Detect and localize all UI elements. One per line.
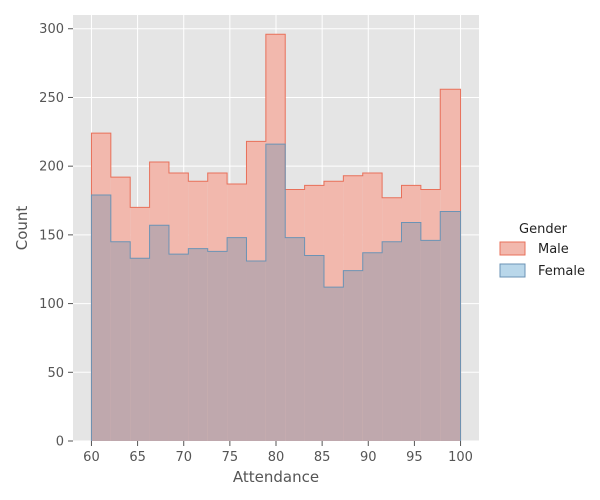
- legend-swatch-female: [499, 263, 526, 278]
- bar-female-18: [440, 211, 461, 441]
- x-tick-label: 65: [129, 450, 146, 465]
- x-tick-label: 95: [406, 450, 423, 465]
- legend-label-female: Female: [538, 264, 585, 279]
- x-tick-label: 80: [268, 450, 285, 465]
- x-tick-label: 70: [175, 450, 192, 465]
- y-tick-label: 200: [39, 160, 64, 175]
- y-tick-label: 50: [47, 366, 64, 381]
- bar-female-4: [168, 254, 189, 441]
- y-tick-label: 0: [56, 435, 64, 450]
- bar-female-5: [188, 248, 208, 441]
- legend-label-male: Male: [538, 242, 569, 257]
- legend-title: Gender: [519, 222, 568, 237]
- bar-female-7: [227, 237, 247, 441]
- bar-female-11: [304, 255, 324, 441]
- y-tick-label: 300: [39, 22, 64, 37]
- series-line-female: [90, 143, 462, 441]
- x-tick-label: 75: [222, 450, 239, 465]
- y-axis-ticks: 0 50 100 150 200 250 300: [39, 22, 73, 450]
- bar-female-15: [382, 241, 402, 441]
- y-tick-label: 250: [39, 91, 64, 106]
- x-tick-label: 90: [360, 450, 377, 465]
- bar-female-17: [420, 240, 441, 441]
- bar-female-12: [323, 287, 344, 441]
- bar-female-6: [207, 251, 228, 441]
- bar-female-0: [91, 195, 111, 441]
- bar-female-13: [343, 270, 363, 441]
- histogram-bars: [90, 33, 462, 442]
- bar-female-8: [246, 260, 266, 441]
- bar-female-2: [130, 258, 150, 441]
- y-tick-label: 150: [39, 228, 64, 243]
- bar-female-16: [401, 222, 421, 441]
- y-axis-label: Count: [13, 206, 31, 251]
- bar-female-9: [265, 144, 286, 441]
- series-line-male: [90, 33, 462, 441]
- legend-swatch-male: [499, 241, 526, 256]
- bar-female-3: [149, 225, 169, 441]
- x-axis-label: Attendance: [233, 468, 319, 486]
- y-tick-label: 100: [39, 297, 64, 312]
- x-tick-label: 100: [448, 450, 473, 465]
- legend: Gender Male Female: [499, 222, 585, 279]
- x-tick-label: 85: [314, 450, 331, 465]
- bar-female-14: [362, 252, 383, 441]
- bar-female-1: [110, 241, 131, 441]
- x-tick-label: 60: [83, 450, 100, 465]
- bar-female-10: [285, 237, 305, 441]
- x-axis-ticks: 60 65 70 75 80 85 90 95 100: [83, 441, 473, 465]
